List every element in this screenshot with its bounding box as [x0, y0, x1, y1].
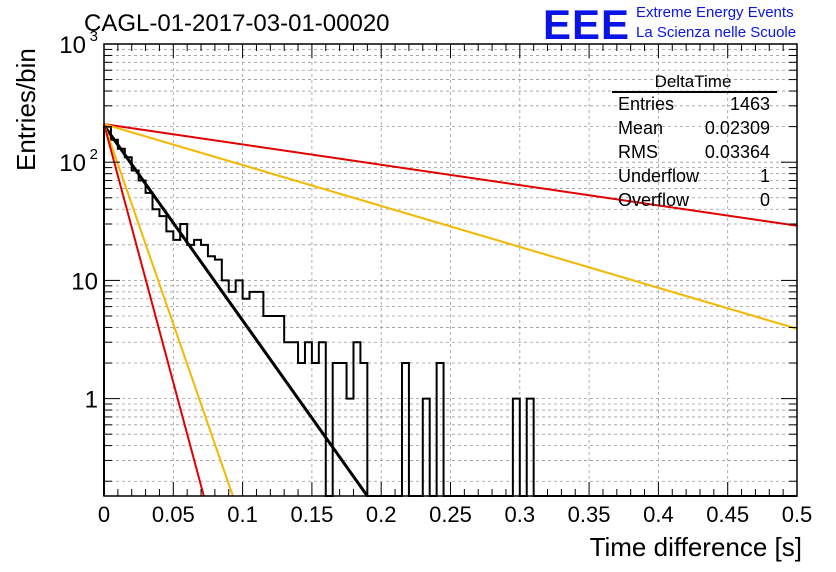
fit-lines: [102, 123, 798, 497]
stats-row-value: 1463: [730, 94, 770, 114]
x-tick-label: 0.35: [568, 502, 611, 527]
x-tick-label: 0.25: [429, 502, 472, 527]
y-tick-label: 10 2: [59, 146, 98, 177]
stats-box-title: DeltaTime: [655, 72, 732, 91]
series-line-red: [103, 123, 798, 227]
stats-row-value: 0: [760, 190, 770, 210]
y-tick-label: 10: [71, 268, 98, 295]
x-tick-label: 0.5: [782, 502, 813, 527]
y-tick-label-exponent: 2: [90, 146, 98, 163]
y-tick-label-base: 10: [59, 150, 86, 177]
y-tick-label: 1: [85, 387, 98, 414]
stats-row-value: 0.03364: [705, 142, 770, 162]
stats-row-label: Overflow: [618, 190, 690, 210]
y-tick-label-text: 1: [85, 387, 98, 414]
series-line-orange: [103, 123, 798, 330]
y-tick-label-base: 10: [59, 32, 86, 59]
x-tick-label: 0.45: [706, 502, 749, 527]
series-line-red: [103, 123, 205, 497]
x-tick-label: 0.3: [505, 502, 536, 527]
x-tick-label: 0.15: [290, 502, 333, 527]
tick-labels: 0 0.05 0.1 0.15 0.2 0.25 0.3 0.35 0.4 0.45 0.51101…: [59, 28, 812, 527]
series-line-orange: [103, 123, 234, 497]
org-name-line2: La Scienza nelle Scuole: [636, 24, 797, 41]
x-tick-label: 0.4: [643, 502, 674, 527]
series-line-black: [102, 124, 369, 497]
org-name-line1: Extreme Energy Events: [636, 4, 794, 21]
y-tick-label-text: 10: [71, 268, 98, 295]
stats-row-label: Mean: [618, 118, 663, 138]
stats-row-value: 1: [760, 166, 770, 186]
grid: [103, 44, 798, 496]
y-tick-label-exponent: 3: [90, 28, 98, 45]
x-axis-label: Time difference [s]: [589, 532, 802, 562]
axes: [103, 43, 798, 497]
x-tick-label: 0.1: [227, 502, 258, 527]
stats-row-label: Underflow: [618, 166, 700, 186]
run-title: CAGL-01-2017-03-01-00020: [84, 10, 390, 37]
eee-logo: EEE: [543, 1, 631, 48]
stats-row-label: RMS: [618, 142, 658, 162]
x-tick-label: 0.05: [152, 502, 195, 527]
stats-row-label: Entries: [618, 94, 674, 114]
x-tick-label: 0: [98, 502, 110, 527]
x-tick-label: 0.2: [366, 502, 397, 527]
stats-row-value: 0.02309: [705, 118, 770, 138]
y-tick-label: 10 3: [59, 28, 98, 59]
